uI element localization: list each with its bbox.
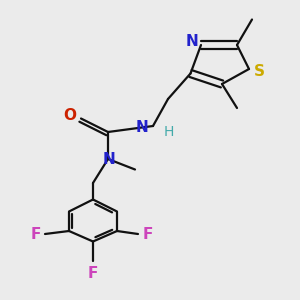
Text: F: F — [88, 266, 98, 280]
Text: S: S — [254, 64, 265, 80]
Text: N: N — [102, 152, 115, 167]
Text: F: F — [30, 227, 40, 242]
Text: N: N — [136, 120, 148, 135]
Text: N: N — [185, 34, 198, 49]
Text: F: F — [142, 227, 153, 242]
Text: O: O — [64, 108, 76, 123]
Text: H: H — [164, 125, 174, 139]
